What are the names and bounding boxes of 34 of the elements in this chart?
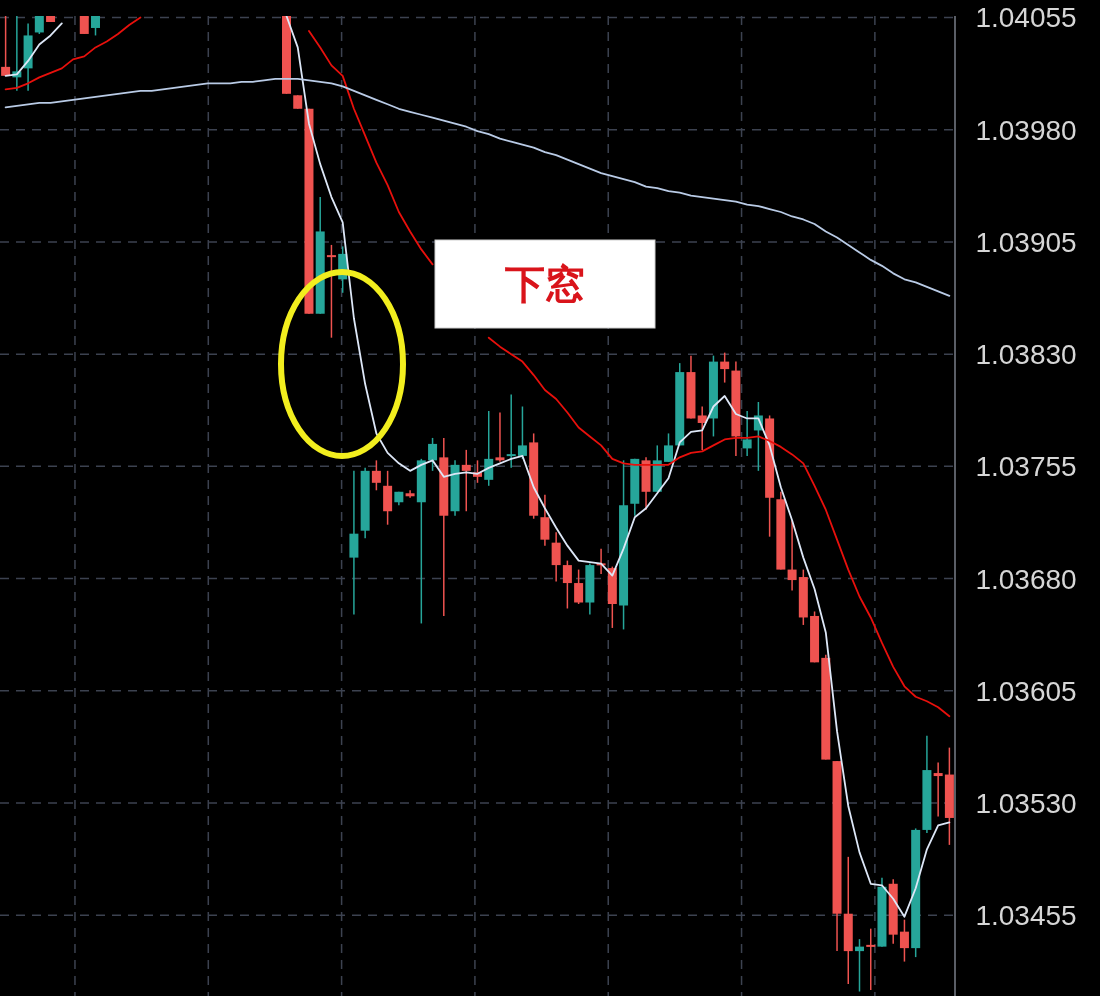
annotation: 下窓	[505, 261, 585, 307]
y-tick-label: 1.03980	[975, 114, 1077, 146]
candlestick	[91, 16, 100, 37]
candlestick	[371, 459, 381, 492]
candlestick	[405, 489, 415, 499]
candlestick	[742, 410, 752, 457]
candlestick	[484, 410, 494, 487]
y-tick-label: 1.03755	[975, 451, 1077, 483]
y-tick-label: 1.03530	[975, 787, 1077, 819]
candlestick	[866, 927, 876, 991]
y-tick-label: 1.03680	[975, 563, 1077, 595]
candlestick	[574, 568, 584, 605]
candlestick	[855, 938, 864, 993]
candlestick	[428, 437, 438, 472]
candlestick	[326, 244, 336, 339]
candlestick	[506, 393, 516, 469]
candlestick	[562, 559, 572, 610]
candlestick	[720, 351, 730, 384]
candlestick	[461, 449, 471, 512]
candlestick	[551, 531, 561, 583]
y-tick-label: 1.03605	[975, 675, 1077, 707]
y-tick-label: 1.03830	[975, 339, 1077, 371]
candlestick	[495, 411, 505, 463]
candlestick	[664, 432, 673, 463]
candlestick	[787, 519, 797, 592]
candlestick	[1, 16, 11, 77]
candlestick	[933, 761, 943, 818]
candlestick	[697, 405, 707, 451]
y-tick-label: 1.03905	[975, 226, 1077, 258]
candlestick	[540, 494, 550, 547]
y-tick-label: 1.03455	[975, 900, 1077, 932]
y-tick-label: 1.04055	[975, 2, 1077, 34]
candlestick	[349, 470, 359, 616]
candlestick	[899, 918, 909, 963]
